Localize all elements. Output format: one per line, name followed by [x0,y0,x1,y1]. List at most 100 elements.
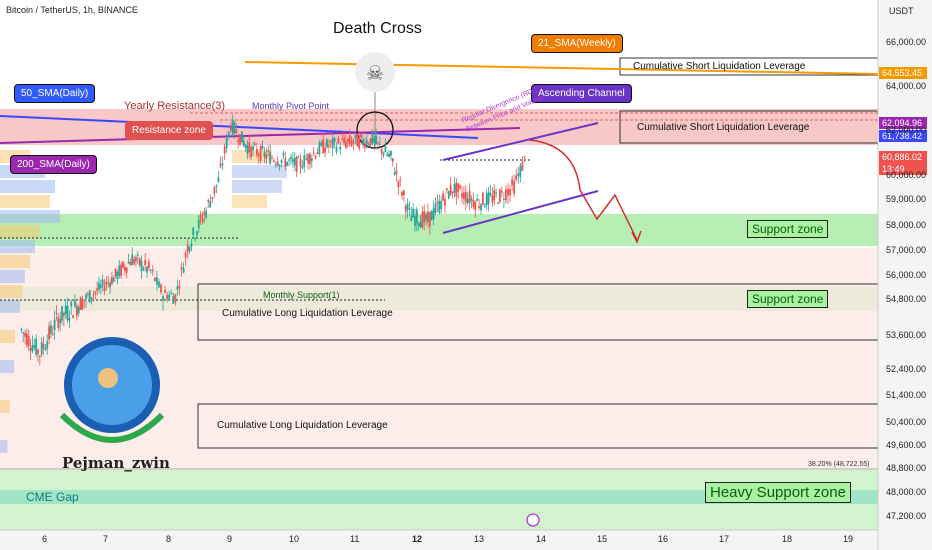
candle-body [444,198,446,207]
candle-body [66,305,69,320]
countdown-tag: 13:49 [879,163,927,175]
sma50-price-tag: 62,094.96 [879,117,927,129]
y-tick-label: 52,400.00 [886,364,927,374]
support-band-1 [0,214,878,246]
candle-body [233,122,236,134]
yearly-resistance-label: Yearly Resistance(3) [124,100,226,112]
candle-body [499,189,501,203]
candle-body [511,179,514,186]
x-tick-label: 14 [536,534,547,544]
y-tick-label: 64,000.00 [886,81,927,91]
candle-body [507,189,509,196]
candle-body [142,268,145,270]
candle-body [203,211,206,216]
candle-body [427,211,429,223]
candle-body [350,139,353,146]
long-liq-label-1: Cumulative Long Liquidation Leverage [222,308,393,319]
candle-body [153,277,156,281]
candle-body [111,277,113,285]
candle-body [489,192,492,196]
resistance-zone-label: Resistance zone [125,121,213,140]
y-tick-label: 58,000.00 [886,220,927,230]
candle-body [335,146,338,152]
candle-body [186,244,189,253]
candle-body [365,139,368,145]
candle-body [415,209,418,224]
candle-body [371,132,374,144]
candle-body [127,261,130,264]
candle-body [318,142,321,154]
candle-body [286,161,289,166]
candle-body [86,293,89,295]
candle-body [246,145,249,154]
candle-body [85,294,87,299]
y-tick-label: 47,200.00 [886,511,927,521]
avatar-laurel [59,412,165,443]
candle-body [248,141,251,153]
candle-body [107,282,110,284]
candle-body [20,328,23,331]
candle-body [393,172,396,175]
candle-body [182,267,185,273]
event-icon[interactable] [526,513,540,527]
short-liq-label-1: Cumulative Short Liquidation Leverage [633,61,806,72]
x-tick-label: 10 [289,534,300,544]
candle-body [197,219,200,229]
candle-body [231,119,234,135]
candle-body [399,179,402,181]
candle-body [229,126,232,131]
candle-body [341,139,344,141]
x-tick-label: 11 [350,534,360,544]
candle-body [487,191,490,205]
candle-body [92,294,95,296]
candle-body [118,265,121,276]
x-tick-label: 19 [843,534,854,544]
candle-body [464,191,467,203]
candle-body [235,129,238,134]
candle-body [423,211,426,223]
candle-body [267,150,270,153]
candle-body [138,258,141,266]
x-tick-label: 7 [103,534,109,544]
y-tick-label: 59,000.00 [886,194,927,204]
y-tick-label: 49,600.00 [886,440,927,450]
y-tick-label: 50,400.00 [886,417,927,427]
candle-body [382,153,385,156]
candle-body [343,137,345,143]
candle-body [480,204,482,211]
candle-body [314,155,317,159]
candle-body [505,189,507,201]
candle-body [199,214,202,219]
candle-body [470,198,473,201]
candle-body [515,175,518,180]
candle-body [412,208,415,218]
channel-upper [442,122,599,161]
candle-body [44,348,47,351]
candle-body [133,259,135,264]
candle-body [90,297,93,299]
candle-body [51,333,54,335]
candle-body [122,261,124,268]
candle-body [481,192,484,205]
candle-body [445,188,448,191]
candle-body [360,133,363,138]
candle-body [295,156,298,173]
candle-body [79,297,82,311]
candle-body [293,157,296,166]
candle-body [521,161,524,171]
candle-body [354,134,357,138]
candle-body [278,164,281,167]
cme-gap-band [0,490,878,504]
volume-profile-bar [0,360,14,373]
x-tick-label: 9 [227,534,233,544]
skull-icon: ☠ [366,63,384,85]
candle-body [70,301,73,307]
candle-body [257,154,260,157]
candle-body [320,142,323,146]
candle-body [81,298,84,310]
candle-body [29,348,32,351]
candle-body [312,152,315,154]
candle-body [227,131,230,137]
candle-body [419,221,422,228]
candle-body [109,282,111,288]
